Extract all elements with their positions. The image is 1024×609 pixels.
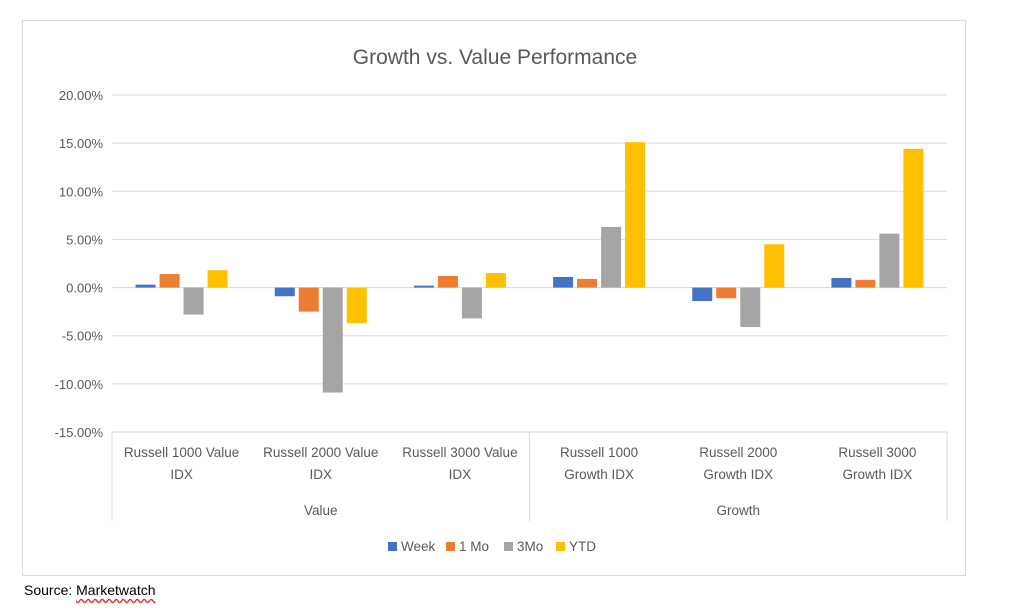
x-tick-label: Russell 1000 Value [124,445,239,460]
bar [322,287,343,393]
source-prefix: Source: [24,582,77,598]
x-tick-label: IDX [449,467,472,482]
x-tick-label: Russell 2000 [699,445,777,460]
y-tick-label: 5.00% [66,232,103,247]
source-name: Marketwatch [76,582,156,598]
bar [298,287,319,312]
legend-swatch [388,542,397,551]
legend-swatch [504,542,513,551]
legend-swatch [556,542,565,551]
source-note: Source: Marketwatch [24,582,156,598]
bar [274,287,295,297]
x-tick-label: Russell 3000 Value [402,445,517,460]
bar [159,274,180,288]
group-label: Value [304,503,338,518]
x-tick-label: IDX [170,467,193,482]
bar [413,285,434,288]
legend-label: Week [401,539,436,554]
bar [135,284,156,288]
chart-title: Growth vs. Value Performance [353,46,637,69]
x-tick-label: Growth IDX [703,467,773,482]
bar [716,287,737,299]
y-tick-label: 0.00% [66,281,103,296]
bar [601,226,622,288]
bar-chart: Growth vs. Value Performance 20.00% 15.00%… [55,46,948,554]
chart-area: Growth vs. Value Performance 20.00% 15.00%… [22,20,966,576]
legend-label: 1 Mo [459,539,489,554]
bar [764,244,785,288]
x-tick-label: Russell 1000 [560,445,638,460]
bar [346,287,367,324]
bar [577,278,598,288]
y-tick-label: 20.00% [59,88,104,103]
x-tick-label: Russell 2000 Value [263,445,378,460]
x-tick-label: Growth IDX [843,467,913,482]
bar [831,277,852,288]
y-tick-label: -5.00% [62,329,104,344]
bar [461,287,482,319]
bar [855,279,876,288]
bar [553,276,574,288]
y-tick-label: -10.00% [55,377,104,392]
bar [207,270,228,288]
y-tick-label: -15.00% [55,425,104,440]
bar [903,148,924,288]
legend-swatch [446,542,455,551]
legend-label: 3Mo [517,539,543,554]
y-tick-label: 15.00% [59,136,104,151]
bar [692,287,713,302]
x-tick-label: IDX [309,467,332,482]
bar [183,287,204,315]
x-tick-label: Growth IDX [564,467,634,482]
group-label: Growth [716,503,760,518]
bar [625,142,646,288]
bar [879,233,900,288]
x-tick-label: Russell 3000 [838,445,916,460]
bar [485,273,506,288]
legend-label: YTD [569,539,596,554]
bar [437,276,458,288]
bar [740,287,761,328]
y-tick-label: 10.00% [59,184,104,199]
